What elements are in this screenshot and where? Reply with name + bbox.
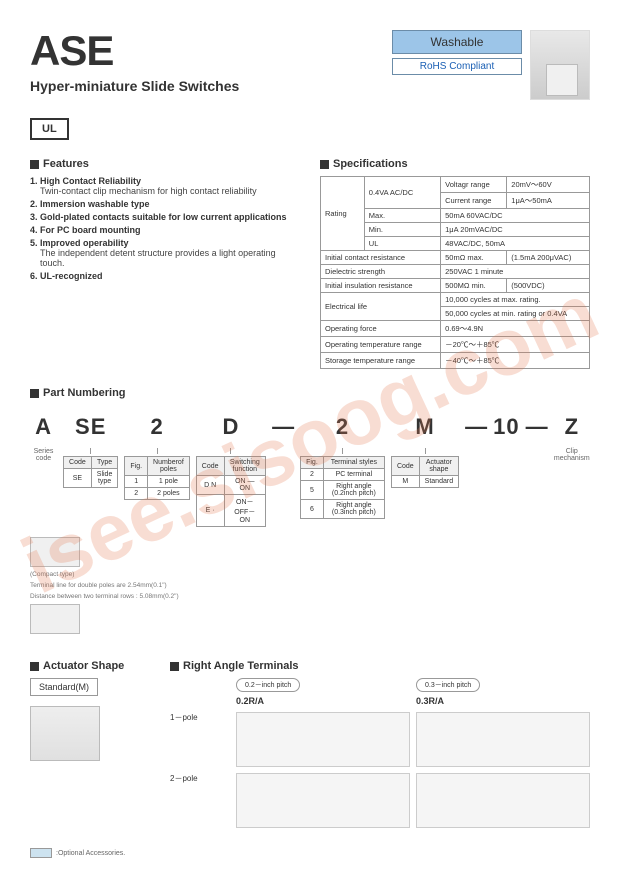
- product-title: ASE: [30, 30, 239, 72]
- terminal-diagram: [236, 712, 410, 767]
- compact-diagram-1: [30, 537, 80, 567]
- terminal-diagram: [236, 773, 410, 828]
- product-image: [530, 30, 590, 100]
- ul-badge: UL: [30, 118, 69, 140]
- badge-rohs: RoHS Compliant: [392, 58, 522, 75]
- feature-item: 6. UL-recognized: [30, 271, 300, 281]
- actuator-label: Standard(M): [30, 678, 98, 696]
- feature-item: 3. Gold-plated contacts suitable for low…: [30, 212, 300, 222]
- actuator-header: Actuator Shape: [30, 660, 150, 672]
- rightangle-header: Right Angle Terminals: [170, 660, 590, 672]
- specs-table: Rating0.4VA AC/DCVoltagr range20mV～60V C…: [320, 176, 590, 369]
- feature-item: 1. High Contact Reliability: [30, 176, 300, 186]
- header: ASE Hyper-miniature Slide Switches Washa…: [30, 30, 590, 100]
- feature-item: 2. Immersion washable type: [30, 199, 300, 209]
- features-header: Features: [30, 158, 300, 170]
- feature-item: 4. For PC board mounting: [30, 225, 300, 235]
- features-list: 1. High Contact ReliabilityTwin-contact …: [30, 176, 300, 281]
- part-numbering: A Series code SE CodeTypeSESlide type 2 …: [30, 414, 590, 527]
- compact-diagram-2: [30, 604, 80, 634]
- feature-item: 5. Improved operability: [30, 238, 300, 248]
- terminal-diagram: [416, 712, 590, 767]
- terminal-diagram: [416, 773, 590, 828]
- specs-header: Specifications: [320, 158, 590, 170]
- badge-washable: Washable: [392, 30, 522, 54]
- actuator-diagram: [30, 706, 100, 761]
- product-subtitle: Hyper-miniature Slide Switches: [30, 78, 239, 94]
- footer-note: :Optional Accessories.: [30, 848, 590, 858]
- partnum-header: Part Numbering: [30, 387, 590, 399]
